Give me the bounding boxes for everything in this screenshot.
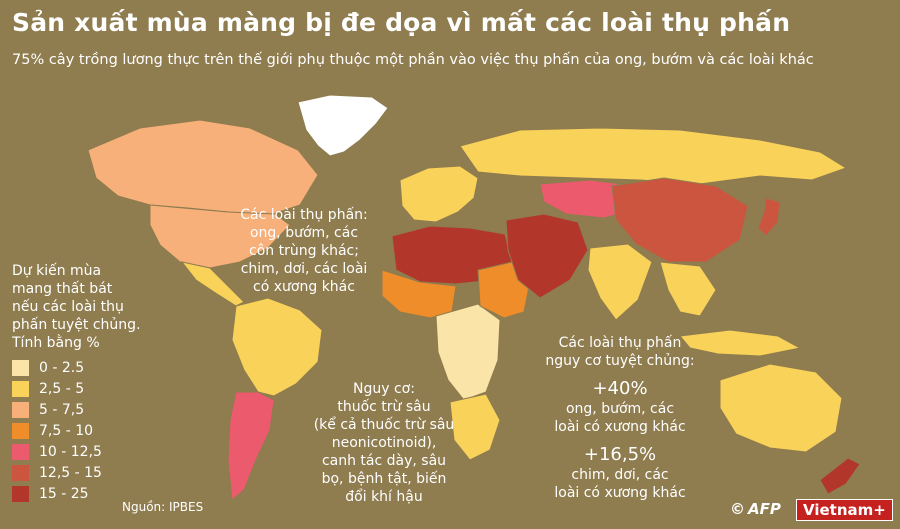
region-southern-africa xyxy=(449,393,501,461)
extinction-heading-line: Các loài thụ phấn xyxy=(558,335,682,351)
legend-swatch xyxy=(12,380,29,397)
region-central-africa xyxy=(435,303,501,401)
source-credit: Nguồn: IPBES xyxy=(122,500,204,514)
risk-note: Nguy cơ: thuốc trừ sâu (kể cả thuốc trừ … xyxy=(300,380,468,506)
legend-label: 0 - 2.5 xyxy=(39,359,85,376)
region-south-america xyxy=(231,297,323,397)
legend-swatch xyxy=(12,359,29,376)
risk-note-line: đổi khí hậu xyxy=(345,489,423,505)
legend: Dự kiến mùa mang thất bát nếu các loài t… xyxy=(12,262,212,505)
region-indonesia xyxy=(679,329,802,357)
page-title: Sản xuất mùa màng bị đe dọa vì mất các l… xyxy=(12,8,791,37)
legend-item: 2,5 - 5 xyxy=(12,379,212,398)
region-india xyxy=(587,243,653,321)
region-north-america xyxy=(87,119,319,216)
legend-item: 15 - 25 xyxy=(12,484,212,503)
region-southeast-asia xyxy=(659,261,717,317)
legend-swatch xyxy=(12,464,29,481)
extinction-note: Các loài thụ phấn nguy cơ tuyệt chủng: +… xyxy=(530,334,710,502)
pollinators-note: Các loài thụ phấn: ong, bướm, các côn tr… xyxy=(229,206,379,296)
legend-title-line: nếu các loài thụ xyxy=(12,299,124,315)
page-subtitle: 75% cây trồng lương thực trên thế giới p… xyxy=(12,52,814,68)
legend-item: 0 - 2.5 xyxy=(12,358,212,377)
legend-title: Dự kiến mùa mang thất bát nếu các loài t… xyxy=(12,262,212,352)
legend-swatch xyxy=(12,443,29,460)
legend-label: 15 - 25 xyxy=(39,485,89,502)
risk-note-line: bọ, bệnh tật, biến xyxy=(321,471,447,487)
pollinators-note-line: ong, bướm, các xyxy=(249,225,359,241)
region-greenland xyxy=(297,94,389,157)
legend-item: 7,5 - 10 xyxy=(12,421,212,440)
region-usa-mexico xyxy=(149,204,291,269)
risk-note-line: thuốc trừ sâu xyxy=(337,399,431,415)
risk-note-line: Nguy cơ: xyxy=(353,381,415,397)
risk-note-line: (kể cả thuốc trừ sâu xyxy=(313,417,455,433)
legend-item: 5 - 7,5 xyxy=(12,400,212,419)
legend-item: 10 - 12,5 xyxy=(12,442,212,461)
bee-extinction-stat: +40% xyxy=(592,378,648,399)
legend-label: 2,5 - 5 xyxy=(39,380,85,397)
region-europe xyxy=(399,165,479,223)
extinction-heading-line: nguy cơ tuyệt chủng: xyxy=(545,353,695,369)
legend-title-line: phấn tuyệt chủng. xyxy=(12,317,141,333)
afp-logo: AFP xyxy=(748,500,781,518)
region-chile-argentina xyxy=(227,391,275,501)
region-central-america xyxy=(180,261,245,307)
bird-extinction-text: loài có xương khác xyxy=(554,485,686,501)
pollinators-note-line: Các loài thụ phấn: xyxy=(240,207,368,223)
risk-note-line: neonicotinoid), xyxy=(331,435,437,451)
legend-label: 10 - 12,5 xyxy=(39,443,102,460)
legend-title-line: Dự kiến mùa xyxy=(12,263,102,279)
legend-title-line: mang thất bát xyxy=(12,281,113,297)
legend-label: 7,5 - 10 xyxy=(39,422,94,439)
pollinators-note-line: có xương khác xyxy=(253,279,355,295)
bird-extinction-text: chim, dơi, các xyxy=(571,467,669,483)
legend-items: 0 - 2.5 2,5 - 5 5 - 7,5 7,5 - 10 10 - 12,5 12… xyxy=(12,358,212,503)
pollinators-note-line: chim, dơi, các loài xyxy=(240,261,368,277)
pollinators-note-line: côn trùng khác; xyxy=(249,243,359,259)
legend-title-line: Tính bằng % xyxy=(12,335,100,351)
legend-swatch xyxy=(12,485,29,502)
legend-swatch xyxy=(12,422,29,439)
region-japan xyxy=(757,197,781,237)
copyright-symbol: © xyxy=(730,500,745,518)
legend-label: 5 - 7,5 xyxy=(39,401,85,418)
bee-extinction-text: ong, bướm, các xyxy=(565,401,675,417)
vietnamplus-logo: Vietnam+ xyxy=(796,499,893,521)
risk-note-line: canh tác dày, sâu xyxy=(321,453,447,469)
legend-item: 12,5 - 15 xyxy=(12,463,212,482)
region-australia xyxy=(719,363,843,453)
region-new-zealand xyxy=(819,457,861,495)
bee-extinction-text: loài có xương khác xyxy=(554,419,686,435)
legend-swatch xyxy=(12,401,29,418)
region-middle-east xyxy=(505,213,589,299)
bird-extinction-stat: +16,5% xyxy=(583,444,657,465)
legend-label: 12,5 - 15 xyxy=(39,464,102,481)
region-china xyxy=(611,177,749,263)
region-russia xyxy=(459,127,848,185)
